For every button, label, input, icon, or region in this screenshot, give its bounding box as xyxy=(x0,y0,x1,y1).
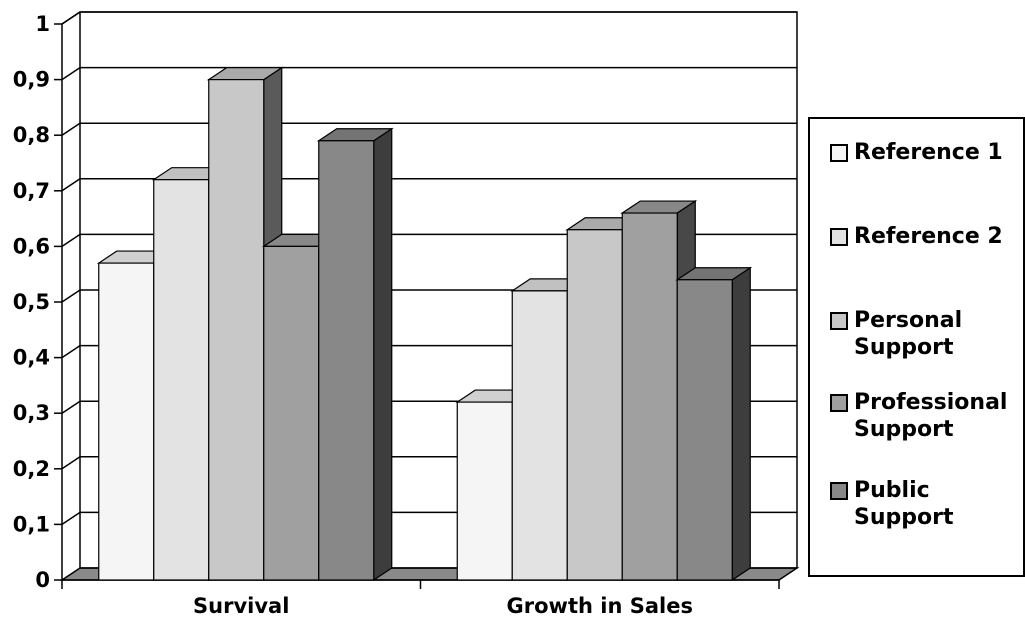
bar-front xyxy=(456,401,513,581)
y-tick-label: 0,5 xyxy=(13,290,50,314)
y-tick-label: 0,6 xyxy=(13,234,50,258)
legend-label: Reference 1 xyxy=(854,140,1003,165)
gridline-side xyxy=(61,400,81,414)
y-axis-top-edge xyxy=(61,11,81,25)
labels-layer: 0 0,1 0,2 0,3 0,4 0,5 0,6 0,7 0,8 0,9 1 Survival Gro… xyxy=(13,12,693,618)
legend-label: Professional Support xyxy=(854,390,1008,442)
bar-front xyxy=(511,290,568,581)
legend: Reference 1 Reference 2 Personal Support… xyxy=(808,117,1025,577)
gridline-side xyxy=(61,233,81,248)
bars-layer xyxy=(96,66,753,582)
bar-front xyxy=(318,140,375,581)
gridline-side xyxy=(61,66,81,81)
bar-front xyxy=(676,279,733,581)
gridline-side xyxy=(61,289,81,303)
gridline-side xyxy=(61,456,81,470)
legend-item-personal-support: Personal Support xyxy=(830,307,1024,361)
bar-front xyxy=(263,245,320,581)
legend-label: Personal Support xyxy=(854,308,963,360)
legend-swatch xyxy=(830,394,848,412)
bar-front xyxy=(153,179,210,581)
legend-item-reference-2: Reference 2 xyxy=(830,223,1024,250)
y-tick-label: 0,7 xyxy=(13,179,50,203)
y-tick-label: 0,1 xyxy=(13,512,50,536)
legend-swatch xyxy=(830,312,848,330)
y-tick-label: 0,8 xyxy=(13,123,50,147)
y-tick-label: 0,3 xyxy=(13,401,50,425)
bar-front xyxy=(621,212,678,581)
bar-side xyxy=(373,127,393,582)
y-tick-label: 0,2 xyxy=(13,457,50,481)
legend-item-reference-1: Reference 1 xyxy=(830,139,1024,166)
gridline-side xyxy=(61,178,81,192)
legend-swatch xyxy=(830,144,848,162)
bar xyxy=(675,266,753,582)
gridline-side xyxy=(61,122,81,136)
y-tick-label: 0,9 xyxy=(13,68,50,92)
bar-front xyxy=(98,262,155,581)
legend-swatch xyxy=(830,228,848,246)
x-category-label: Survival xyxy=(193,594,289,618)
y-tick-label: 1 xyxy=(35,12,50,36)
x-category-label: Growth in Sales xyxy=(507,594,693,618)
bar-side xyxy=(731,266,751,582)
y-tick-label: 0,4 xyxy=(13,346,50,370)
legend-item-public-support: Public Support xyxy=(830,477,1024,531)
gridline-side xyxy=(61,511,81,526)
bar-front xyxy=(566,229,623,581)
legend-item-professional-support: Professional Support xyxy=(830,389,1024,443)
bar-front xyxy=(208,78,265,581)
y-tick-label: 0 xyxy=(35,568,50,592)
bar xyxy=(316,127,394,582)
legend-swatch xyxy=(830,482,848,500)
gridline-side xyxy=(61,344,81,359)
legend-label: Reference 2 xyxy=(854,224,1003,249)
legend-label: Public Support xyxy=(854,478,954,530)
